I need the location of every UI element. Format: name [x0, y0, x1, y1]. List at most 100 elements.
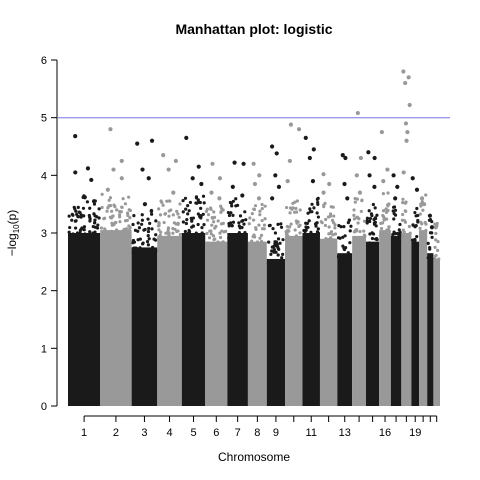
- snp-point: [436, 248, 440, 252]
- snp-point: [93, 218, 97, 222]
- snp-point: [312, 206, 316, 210]
- snp-point: [210, 216, 214, 220]
- snp-point: [149, 209, 153, 213]
- snp-point: [200, 226, 204, 230]
- snp-point: [227, 213, 232, 218]
- snp-point: [152, 251, 156, 255]
- snp-point: [127, 195, 131, 199]
- snp-point: [238, 226, 242, 230]
- snp-point: [252, 218, 256, 222]
- chromosome-20-dense-band: [419, 230, 428, 406]
- snp-point: [410, 238, 415, 242]
- chromosome-3-dense-band: [131, 247, 158, 406]
- snp-point: [285, 231, 289, 235]
- chromosome-11-points: [302, 135, 321, 406]
- snp-point: [140, 213, 144, 217]
- snp-point: [418, 212, 422, 216]
- snp-point: [272, 247, 276, 252]
- snp-point: [373, 206, 377, 210]
- top-snp-point: [403, 121, 409, 126]
- snp-point: [109, 229, 113, 233]
- snp-point: [243, 210, 247, 214]
- snp-point: [415, 206, 419, 211]
- snp-point: [267, 240, 271, 244]
- snp-point: [434, 231, 438, 236]
- snp-point: [295, 199, 299, 203]
- snp-point: [114, 221, 118, 225]
- snp-point: [279, 225, 284, 229]
- snp-point: [100, 192, 104, 196]
- snp-point: [150, 212, 154, 216]
- snp-point: [413, 210, 417, 215]
- chromosome-16-dense-band: [379, 230, 391, 406]
- snp-point: [275, 263, 279, 267]
- snp-point: [152, 237, 156, 241]
- snp-point: [218, 231, 222, 235]
- snp-point: [434, 238, 438, 242]
- snp-point: [78, 228, 82, 233]
- snp-point: [259, 233, 264, 237]
- snp-point: [373, 216, 377, 220]
- snp-point: [169, 208, 173, 212]
- snp-point: [391, 232, 395, 237]
- snp-point: [260, 202, 264, 207]
- snp-point: [356, 215, 360, 220]
- snp-point: [163, 212, 168, 216]
- snp-point: [147, 237, 151, 241]
- snp-point: [106, 230, 111, 234]
- top-snp-point: [91, 199, 97, 204]
- chromosome-4-points: [156, 153, 182, 406]
- snp-point: [206, 213, 211, 217]
- snp-point: [230, 204, 234, 208]
- snp-point: [140, 218, 145, 222]
- snp-point: [387, 225, 391, 229]
- snp-point: [303, 232, 307, 237]
- snp-point: [109, 233, 113, 237]
- snp-point: [288, 211, 292, 215]
- snp-point: [165, 199, 169, 203]
- snp-point: [124, 227, 129, 231]
- snp-point: [97, 216, 101, 220]
- snp-point: [243, 230, 247, 235]
- snp-point: [194, 231, 198, 235]
- snp-point: [337, 224, 341, 228]
- snp-point: [211, 234, 216, 238]
- snp-point: [184, 234, 188, 238]
- snp-point: [342, 254, 347, 258]
- snp-point: [294, 234, 298, 238]
- snp-point: [202, 223, 206, 227]
- snp-point: [429, 254, 433, 258]
- top-snp-point: [343, 155, 348, 161]
- snp-point: [125, 211, 130, 215]
- top-snp-point: [269, 144, 275, 149]
- snp-point: [147, 226, 151, 231]
- snp-point: [356, 221, 360, 225]
- chromosome-6-points: [204, 161, 228, 406]
- snp-point: [234, 197, 238, 201]
- snp-point: [386, 204, 390, 208]
- snp-point: [204, 209, 209, 214]
- y-tick-label: 3: [41, 228, 47, 240]
- top-snp-point: [251, 161, 256, 166]
- y-axis: 0 1 2 3 4 5 6: [41, 55, 58, 413]
- x-tick-label-chr-16: 16: [379, 427, 391, 439]
- snp-point: [323, 223, 327, 228]
- snp-point: [398, 240, 402, 244]
- snp-point: [279, 222, 283, 226]
- snp-point: [99, 226, 104, 230]
- top-snp-point: [393, 196, 398, 201]
- snp-point: [381, 213, 385, 218]
- snp-point: [358, 229, 362, 234]
- snp-point: [353, 228, 358, 233]
- top-snp-point: [161, 153, 166, 158]
- snp-point: [215, 244, 219, 248]
- top-snp-point: [146, 176, 151, 181]
- snp-point: [263, 204, 267, 208]
- snp-point: [143, 227, 147, 232]
- snp-point: [209, 245, 213, 249]
- snp-point: [370, 236, 375, 241]
- snp-point: [227, 236, 231, 240]
- y-axis-label-suffix: (p): [5, 210, 19, 225]
- snp-point: [289, 222, 293, 226]
- snp-point: [401, 212, 405, 217]
